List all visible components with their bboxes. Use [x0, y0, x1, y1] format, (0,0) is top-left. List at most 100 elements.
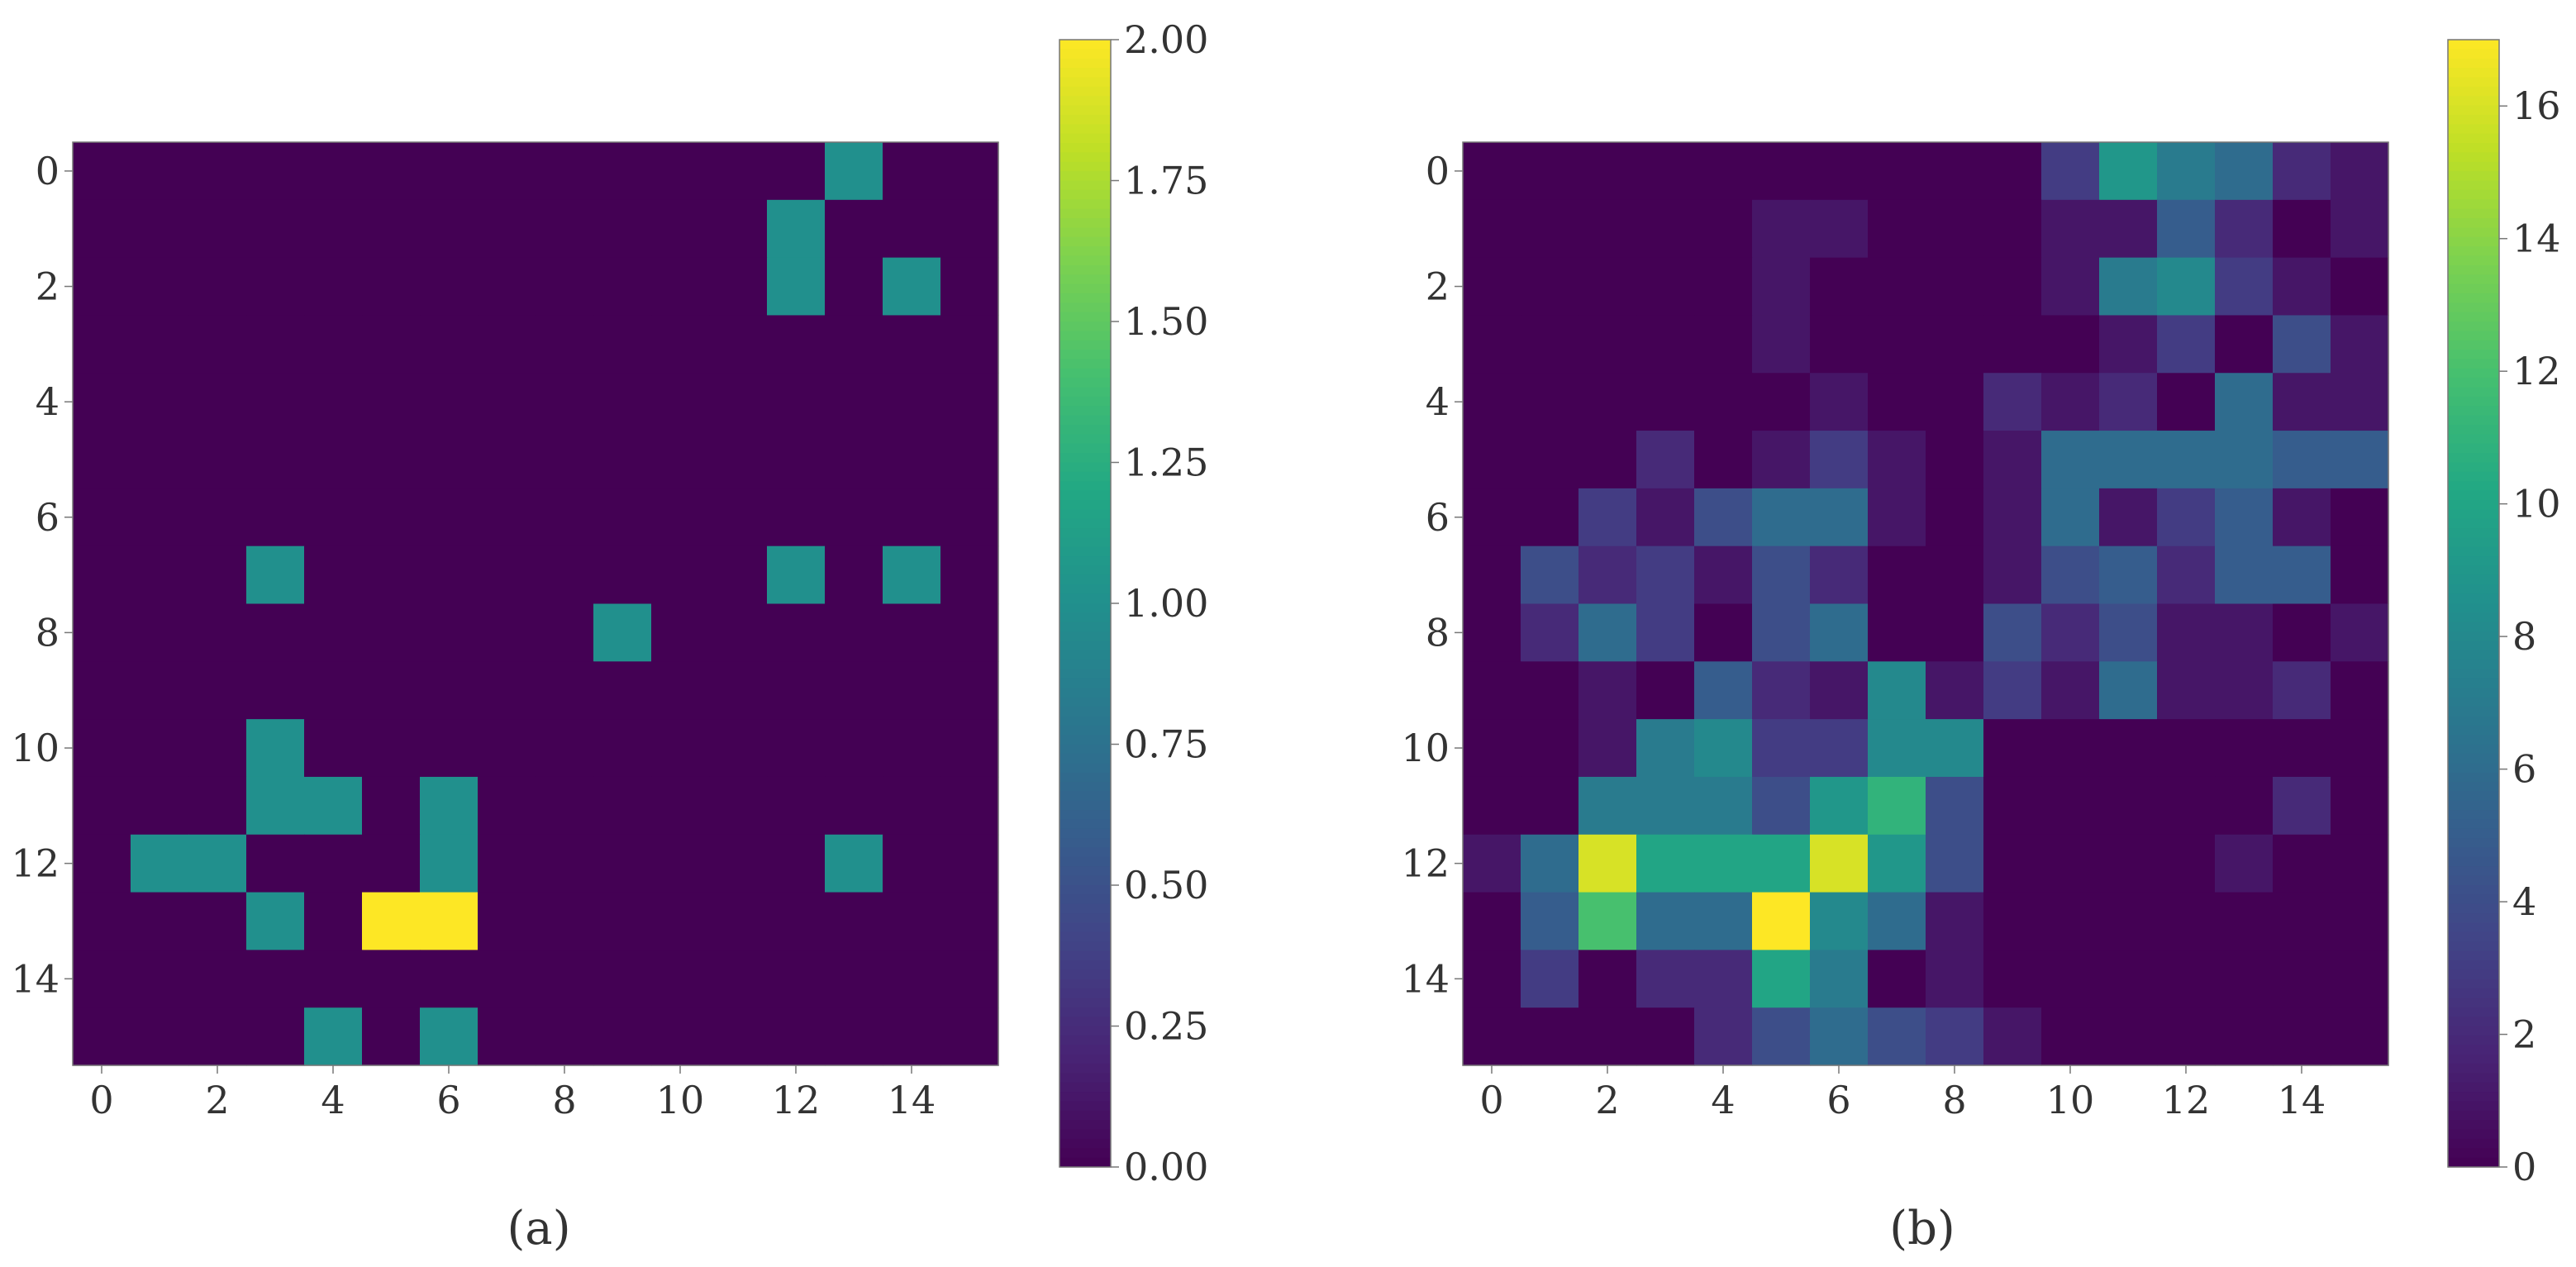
heatmap-b-cell-r13-c11 — [2099, 892, 2158, 950]
heatmap-a-cell-r7-c4 — [304, 545, 363, 605]
colorbar-b-segment — [2448, 481, 2499, 492]
colorbar-a-segment — [1059, 58, 1111, 69]
heatmap-b-cell-r15-c15 — [2331, 1007, 2389, 1066]
heatmap-a-cell-r9-c15 — [940, 661, 999, 720]
heatmap-b-cell-r0-c7 — [1868, 142, 1926, 201]
heatmap-b-cell-r2-c7 — [1868, 257, 1926, 317]
heatmap-b-cell-r5-c13 — [2215, 431, 2274, 489]
heatmap-b-cell-r9-c4 — [1694, 661, 1753, 720]
heatmap-b-cell-r1-c15 — [2331, 199, 2389, 259]
colorbar-b-segment — [2448, 331, 2499, 341]
heatmap-a-cell-r3-c7 — [478, 315, 536, 374]
heatmap-b-cell-r6-c13 — [2215, 488, 2274, 547]
colorbar-a-segment — [1059, 406, 1111, 417]
colorbar-a-segment — [1059, 998, 1111, 1008]
heatmap-b-cell-r1-c6 — [1810, 199, 1869, 259]
heatmap-a-cell-r4-c6 — [420, 373, 479, 431]
heatmap-a-cell-r0-c15 — [940, 142, 999, 201]
colorbar-b-segment — [2448, 1129, 2499, 1140]
heatmap-a-cell-r12-c7 — [478, 834, 536, 893]
colorbar-a-segment — [1059, 612, 1111, 623]
heatmap-b-cell-r11-c10 — [2041, 776, 2100, 836]
heatmap-a-cell-r11-c5 — [362, 776, 421, 836]
heatmap-b-cell-r10-c6 — [1810, 719, 1869, 778]
heatmap-a-cell-r8-c0 — [73, 603, 131, 662]
colorbar-a-segment — [1059, 950, 1111, 961]
colorbar-b-segment — [2448, 622, 2499, 632]
heatmap-b-cell-r8-c14 — [2273, 603, 2331, 662]
heatmap-b-cell-r3-c4 — [1694, 315, 1753, 374]
heatmap-a-cell-r12-c13 — [825, 834, 883, 893]
heatmap-b-cell-r5-c15 — [2331, 431, 2389, 489]
heatmap-b-cell-r1-c0 — [1463, 199, 1521, 259]
heatmap-b-cell-r6-c1 — [1521, 488, 1579, 547]
heatmap-a-cell-r5-c7 — [478, 431, 536, 489]
heatmap-a-cell-r5-c5 — [362, 431, 421, 489]
heatmap-b-cell-r9-c14 — [2273, 661, 2331, 720]
heatmap-b-cell-r6-c11 — [2099, 488, 2158, 547]
colorbar-a-segment — [1059, 546, 1111, 557]
heatmap-b-cell-r0-c15 — [2331, 142, 2389, 201]
heatmap-a-cell-r8-c9 — [593, 603, 652, 662]
heatmap-b-cell-r5-c0 — [1463, 431, 1521, 489]
heatmap-a-cell-r0-c8 — [536, 142, 594, 201]
heatmap-b-cell-r14-c11 — [2099, 950, 2158, 1008]
heatmap-a-cell-r9-c4 — [304, 661, 363, 720]
colorbar-a-segment — [1059, 312, 1111, 322]
heatmap-b-cell-r6-c5 — [1752, 488, 1811, 547]
heatmap-a-cell-r1-c10 — [651, 199, 710, 259]
heatmap-a-cell-r15-c8 — [536, 1007, 594, 1066]
heatmap-a-cell-r14-c0 — [73, 950, 131, 1008]
colorbar-b-segment — [2448, 387, 2499, 398]
colorbar-b-segment — [2448, 546, 2499, 557]
colorbar-b-segment — [2448, 264, 2499, 275]
heatmap-b-cell-r1-c7 — [1868, 199, 1926, 259]
colorbar-b-segment — [2448, 86, 2499, 97]
heatmap-a-cell-r5-c9 — [593, 431, 652, 489]
heatmap-a-cell-r0-c1 — [131, 142, 189, 201]
colorbar-a-segment — [1059, 396, 1111, 407]
heatmap-b-cell-r9-c1 — [1521, 661, 1579, 720]
heatmap-a-cell-r3-c9 — [593, 315, 652, 374]
heatmap-b-y-tick-label: 10 — [1401, 726, 1450, 770]
heatmap-b-cell-r8-c8 — [1926, 603, 1984, 662]
colorbar-b-segment — [2448, 293, 2499, 303]
heatmap-b-cell-r4-c2 — [1578, 373, 1637, 431]
colorbar-a-segment — [1059, 368, 1111, 379]
heatmap-b-cell-r10-c12 — [2157, 719, 2216, 778]
heatmap-b-cell-r4-c15 — [2331, 373, 2389, 431]
colorbar-a-segment — [1059, 660, 1111, 670]
colorbar-b-segment — [2448, 1054, 2499, 1065]
heatmap-a-cell-r15-c12 — [767, 1007, 826, 1066]
heatmap-b-cell-r11-c5 — [1752, 776, 1811, 836]
heatmap-b-cell-r2-c12 — [2157, 257, 2216, 317]
heatmap-a-cell-r4-c15 — [940, 373, 999, 431]
heatmap-b-cell-r3-c9 — [1983, 315, 2042, 374]
heatmap-a-cell-r0-c14 — [883, 142, 941, 201]
colorbar-b-segment — [2448, 283, 2499, 294]
panel-a: 0 2 4 6 8 10 12 14 0 2 4 6 8 10 12 14 0.00 0.25 0.50 0.75… — [11, 17, 1208, 1255]
colorbar-a-segment — [1059, 537, 1111, 548]
heatmap-b-cell-r4-c3 — [1636, 373, 1695, 431]
heatmap-a-cell-r12-c5 — [362, 834, 421, 893]
heatmap-b-cell-r0-c9 — [1983, 142, 2042, 201]
colorbar-b-segment — [2448, 903, 2499, 914]
heatmap-b-x-tick-label: 2 — [1595, 1078, 1619, 1122]
heatmap-b-cell-r10-c13 — [2215, 719, 2274, 778]
colorbar-a-segment — [1059, 828, 1111, 839]
colorbar-b-segment — [2448, 979, 2499, 989]
colorbar-a-segment — [1059, 302, 1111, 313]
heatmap-a-cell-r10-c1 — [131, 719, 189, 778]
heatmap-b-cell-r1-c4 — [1694, 199, 1753, 259]
heatmap-a-cell-r1-c12 — [767, 199, 826, 259]
colorbar-b-segment — [2448, 725, 2499, 736]
heatmap-a-cell-r12-c2 — [188, 834, 247, 893]
heatmap-b-y-tick-label: 12 — [1401, 841, 1450, 886]
colorbar-a-segment — [1059, 227, 1111, 238]
heatmap-a-x-axis: 0 2 4 6 8 10 12 14 — [89, 1065, 936, 1122]
heatmap-b-cell-r3-c1 — [1521, 315, 1579, 374]
heatmap-b-cell-r5-c1 — [1521, 431, 1579, 489]
heatmap-b-cell-r0-c3 — [1636, 142, 1695, 201]
heatmap-b-cell-r7-c8 — [1926, 545, 1984, 605]
colorbar-b-segment — [2448, 556, 2499, 567]
